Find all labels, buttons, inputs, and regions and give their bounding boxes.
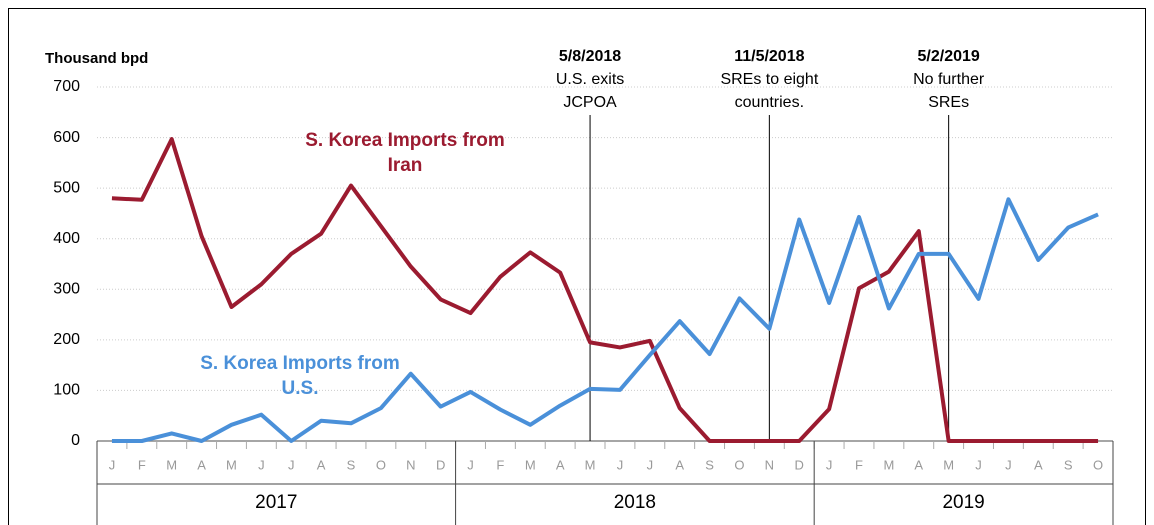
annotation-text: JCPOA: [563, 94, 617, 111]
x-tick-label: A: [914, 457, 923, 472]
y-tick-label: 500: [53, 179, 80, 196]
series-line: [111, 197, 1099, 443]
x-tick-label: S: [1064, 457, 1073, 472]
x-tick-label: M: [525, 457, 536, 472]
x-tick-label: O: [734, 457, 744, 472]
x-tick-label: J: [826, 457, 833, 472]
x-tick-label: F: [855, 457, 863, 472]
y-tick-label: 0: [71, 432, 80, 449]
y-tick-label: 600: [53, 129, 80, 146]
x-tick-label: J: [467, 457, 474, 472]
x-tick-label: J: [258, 457, 265, 472]
x-tick-label: A: [197, 457, 206, 472]
annotation-date: 11/5/2018: [734, 48, 804, 65]
x-tick-label: N: [765, 457, 774, 472]
x-tick-label: M: [943, 457, 954, 472]
x-tick-label: S: [347, 457, 356, 472]
x-tick-label: D: [795, 457, 804, 472]
annotation-text: U.S. exits: [556, 71, 624, 88]
x-tick-label: J: [617, 457, 624, 472]
x-tick-label: A: [675, 457, 684, 472]
x-tick-label: J: [288, 457, 295, 472]
x-tick-label: M: [585, 457, 596, 472]
y-tick-label: 400: [53, 230, 80, 247]
annotation-date: 5/8/2018: [559, 48, 621, 65]
x-tick-label: O: [376, 457, 386, 472]
x-tick-label: J: [647, 457, 654, 472]
year-label: 2019: [942, 492, 984, 513]
x-tick-label: M: [166, 457, 177, 472]
y-tick-label: 200: [53, 331, 80, 348]
annotation-date: 5/2/2019: [918, 48, 980, 65]
series-label: S. Korea Imports from U.S.: [200, 353, 400, 399]
x-tick-label: O: [1093, 457, 1103, 472]
x-tick-label: J: [1005, 457, 1012, 472]
x-tick-label: F: [138, 457, 146, 472]
series-line: [111, 137, 1099, 443]
frame: [8, 8, 1146, 525]
x-tick-label: S: [705, 457, 714, 472]
x-tick-label: J: [975, 457, 982, 472]
annotation-text: SREs: [928, 94, 969, 111]
year-label: 2018: [614, 492, 656, 513]
x-tick-label: D: [436, 457, 445, 472]
x-tick-label: F: [496, 457, 504, 472]
annotation-text: countries.: [735, 94, 804, 111]
x-tick-label: M: [226, 457, 237, 472]
x-tick-label: A: [317, 457, 326, 472]
x-tick-label: N: [406, 457, 415, 472]
x-tick-label: J: [109, 457, 116, 472]
series-label: S. Korea Imports from Iran: [305, 130, 505, 176]
x-tick-label: A: [1034, 457, 1043, 472]
year-label: 2017: [255, 492, 297, 513]
y-tick-label: 700: [53, 78, 80, 95]
y-axis-label: Thousand bpd: [45, 50, 148, 67]
x-tick-label: M: [883, 457, 894, 472]
y-tick-label: 300: [53, 281, 80, 298]
x-tick-label: A: [556, 457, 565, 472]
annotation-text: No further: [913, 71, 985, 88]
y-tick-label: 100: [53, 382, 80, 399]
annotation-text: SREs to eight: [720, 71, 818, 88]
